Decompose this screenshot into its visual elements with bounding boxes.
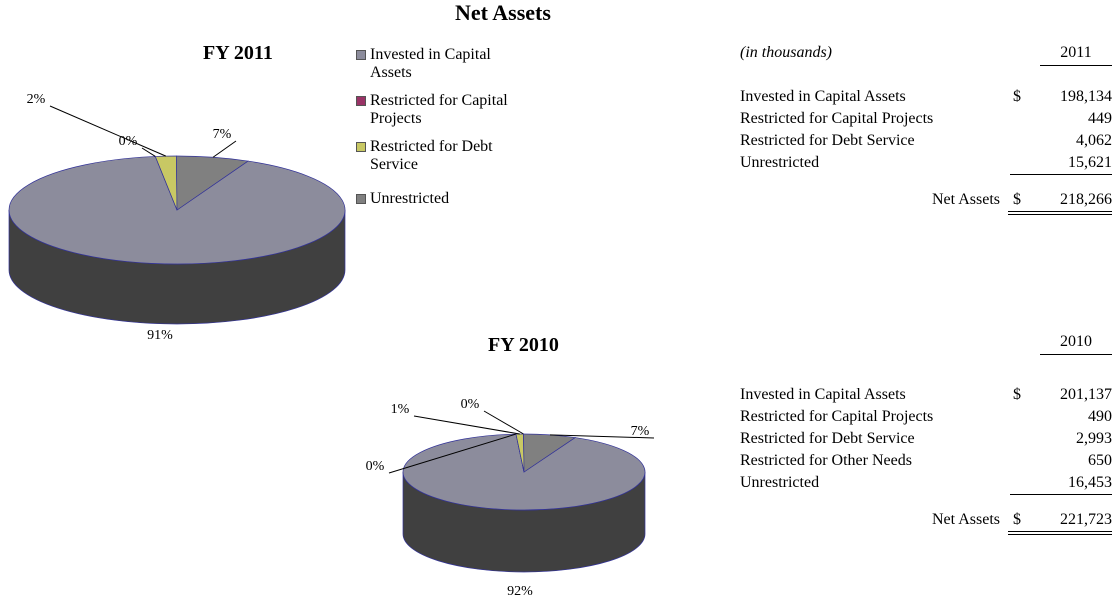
row-value: 2,993 <box>1076 430 1112 447</box>
row-label: Unrestricted <box>740 474 820 491</box>
pie-title: FY 2011 <box>203 42 273 64</box>
rule <box>1040 354 1112 355</box>
row-value: 650 <box>1088 452 1112 469</box>
slice-label: 1% <box>391 402 410 417</box>
leader-line <box>212 140 237 158</box>
legend-swatch <box>356 142 366 152</box>
leader-line <box>413 415 520 435</box>
row-label: Restricted for Debt Service <box>740 132 915 149</box>
legend-item: Invested in Capital Assets <box>356 46 520 82</box>
row-label: Unrestricted <box>740 154 820 171</box>
rule <box>1008 211 1112 212</box>
slice-label: 7% <box>631 424 650 439</box>
currency: $ <box>1013 88 1021 105</box>
slice-label: 7% <box>213 127 232 142</box>
slice-label: 0% <box>366 459 385 474</box>
currency: $ <box>1013 191 1021 208</box>
rule <box>1040 65 1112 66</box>
row-value: 201,137 <box>1060 386 1112 403</box>
row-label: Restricted for Capital Projects <box>740 110 934 127</box>
rule <box>1008 531 1112 532</box>
row-label: Invested in Capital Assets <box>740 386 906 403</box>
currency: $ <box>1013 386 1021 403</box>
rule <box>1008 534 1112 535</box>
rule <box>1010 494 1112 495</box>
legend-swatch <box>356 194 366 204</box>
total-value: 221,723 <box>1060 511 1112 528</box>
leader-line <box>549 434 655 439</box>
slice-label: 0% <box>461 397 480 412</box>
row-value: 198,134 <box>1060 88 1112 105</box>
row-label: Restricted for Other Needs <box>740 452 912 469</box>
legend-swatch <box>356 50 366 60</box>
page-title: Net Assets <box>455 0 551 25</box>
pie-title: FY 2010 <box>488 334 559 356</box>
leader-line <box>483 410 524 435</box>
total-value: 218,266 <box>1060 191 1112 208</box>
total-label: Net Assets <box>932 191 1000 208</box>
row-label: Restricted for Debt Service <box>740 430 915 447</box>
row-value: 4,062 <box>1076 132 1112 149</box>
row-value: 16,453 <box>1068 474 1112 491</box>
row-value: 449 <box>1088 110 1112 127</box>
row-value: 490 <box>1088 408 1112 425</box>
legend-item: Restricted for Debt Service <box>356 138 520 174</box>
leader-line <box>388 433 517 474</box>
slice-label: 92% <box>507 584 533 599</box>
row-label: Invested in Capital Assets <box>740 88 906 105</box>
slice-label: 91% <box>147 328 173 343</box>
row-value: 15,621 <box>1068 154 1112 171</box>
pie-slice <box>176 155 249 211</box>
leader-line <box>141 147 156 157</box>
leader-line <box>49 105 167 157</box>
year-header: 2011 <box>1060 44 1092 61</box>
total-label: Net Assets <box>932 511 1000 528</box>
legend-item: Restricted for Capital Projects <box>356 92 520 128</box>
currency: $ <box>1013 511 1021 528</box>
legend-swatch <box>356 96 366 106</box>
slice-label: 2% <box>27 92 46 107</box>
rule <box>1010 174 1112 175</box>
year-header: 2010 <box>1060 333 1092 350</box>
row-label: Restricted for Capital Projects <box>740 408 934 425</box>
legend-item: Unrestricted <box>356 190 520 208</box>
rule <box>1008 214 1112 215</box>
table-note: (in thousands) <box>740 44 832 61</box>
